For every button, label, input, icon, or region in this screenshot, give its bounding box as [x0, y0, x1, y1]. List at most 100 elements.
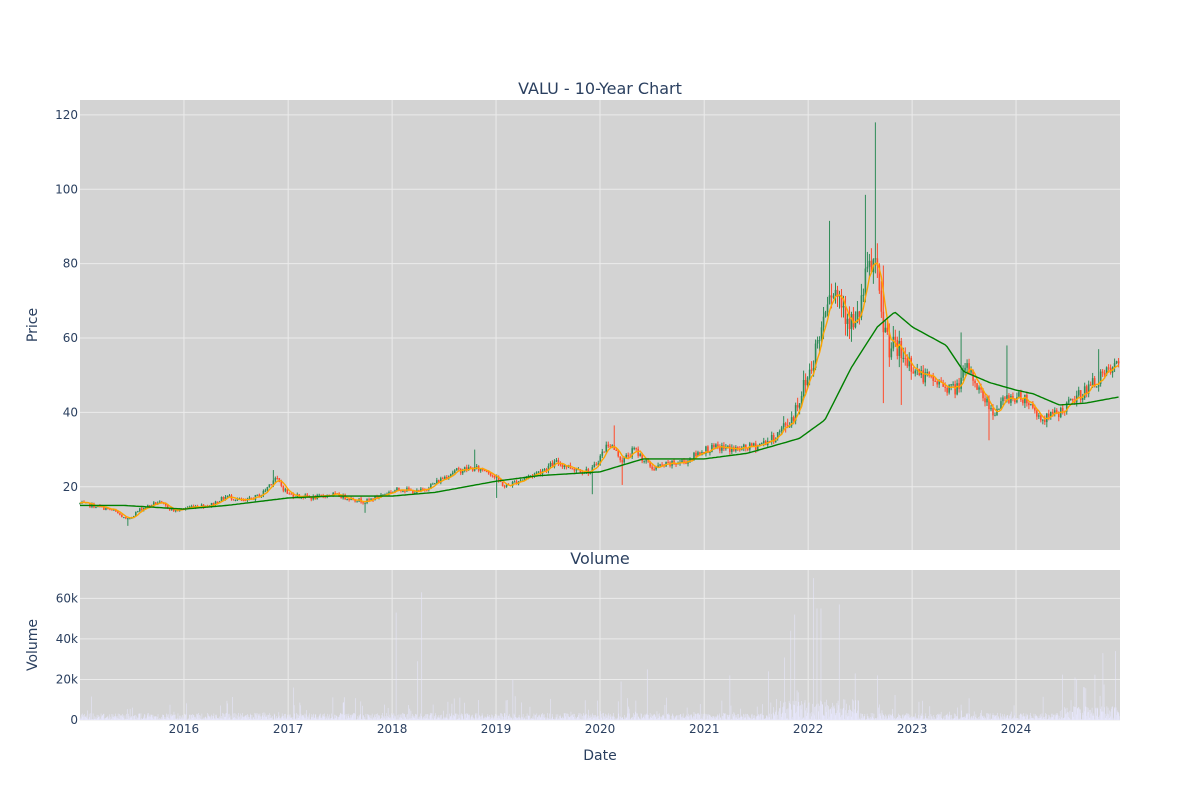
volume-bar	[625, 716, 627, 720]
volume-bar	[818, 705, 820, 720]
volume-bar	[984, 718, 986, 720]
volume-bar	[131, 717, 133, 720]
volume-bar	[236, 718, 237, 720]
volume-bar	[523, 719, 524, 720]
price-candle-body	[152, 502, 155, 506]
volume-bar	[834, 708, 835, 720]
volume-bar	[641, 714, 642, 720]
price-candle-body	[575, 469, 578, 471]
x-tick-label: 2020	[585, 722, 616, 736]
volume-bar	[290, 717, 292, 720]
price-candle-body	[164, 503, 167, 506]
volume-bar	[631, 717, 633, 720]
volume-bar	[830, 713, 832, 720]
price-candle-body	[980, 387, 982, 390]
price-candle-body	[453, 470, 456, 473]
volume-bar	[906, 715, 908, 720]
volume-bar	[775, 712, 776, 720]
volume-bar	[305, 717, 306, 720]
price-candle-body	[1038, 415, 1040, 417]
volume-bar	[619, 716, 621, 720]
volume-bar	[603, 716, 605, 720]
volume-bar	[867, 716, 868, 720]
volume-bar	[390, 717, 391, 720]
volume-bar	[453, 698, 455, 720]
price-candle-body	[1081, 397, 1084, 400]
volume-bar	[648, 718, 650, 720]
volume-bar	[1110, 711, 1112, 720]
volume-bar	[1016, 718, 1018, 720]
volume-bar	[382, 715, 384, 720]
volume-bar	[810, 719, 812, 720]
volume-bar	[908, 717, 910, 720]
volume-bar	[411, 718, 412, 720]
price-candle-body	[282, 485, 285, 491]
volume-bar	[419, 716, 420, 720]
volume-bar	[335, 715, 337, 720]
volume-bar	[656, 711, 658, 720]
volume-bar	[509, 714, 510, 720]
volume-bar	[1004, 714, 1005, 720]
volume-bar	[725, 713, 726, 720]
volume-bar	[827, 718, 829, 720]
volume-bar	[527, 719, 528, 720]
volume-bar	[537, 717, 539, 720]
volume-bar	[515, 717, 517, 720]
volume-bar	[384, 704, 386, 720]
volume-bar	[321, 716, 323, 720]
volume-bar	[594, 715, 595, 720]
volume-bar	[830, 708, 831, 720]
price-candle-body	[683, 460, 685, 462]
volume-bar	[932, 718, 933, 720]
volume-bar	[244, 715, 246, 720]
volume-bar	[881, 710, 883, 720]
price-candle-body	[551, 462, 554, 467]
price-candle-body	[922, 370, 925, 383]
volume-bar	[100, 713, 102, 720]
volume-bar	[1061, 717, 1062, 720]
volume-bar	[560, 718, 562, 720]
volume-bar	[235, 714, 237, 720]
price-candle-body	[127, 518, 129, 520]
volume-bar	[735, 715, 737, 720]
volume-bar	[359, 714, 361, 720]
volume-bar	[1031, 717, 1033, 720]
volume-bar	[445, 717, 447, 720]
price-candle-body	[661, 464, 663, 466]
price-candle-body	[119, 513, 121, 515]
volume-bar	[130, 716, 132, 720]
volume-bar	[1099, 695, 1101, 720]
volume-bar	[120, 715, 122, 720]
volume-bar	[309, 719, 311, 720]
volume-bar	[816, 608, 818, 720]
volume-bar	[112, 714, 114, 720]
price-gridlines	[80, 100, 1120, 550]
price-candle-body	[772, 435, 775, 443]
volume-bar	[170, 714, 172, 720]
volume-bar	[950, 715, 952, 720]
volume-bar	[762, 704, 763, 720]
volume-bar	[226, 712, 227, 720]
volume-bar	[1103, 711, 1104, 720]
volume-bar	[861, 717, 862, 720]
volume-bar	[141, 719, 143, 720]
price-candle-body	[621, 460, 624, 463]
volume-bar	[852, 699, 853, 720]
price-candle-body	[711, 444, 713, 452]
volume-bar	[873, 718, 874, 720]
volume-bar	[869, 719, 871, 720]
volume-bar	[438, 715, 440, 720]
price-candle-body	[545, 469, 548, 471]
volume-bar	[278, 712, 280, 720]
volume-bar	[291, 717, 293, 720]
volume-bar	[1100, 711, 1102, 720]
volume-bar	[796, 711, 797, 720]
volume-bar	[322, 714, 323, 720]
volume-bar	[280, 717, 282, 720]
price-candle-body	[890, 348, 893, 358]
volume-bar	[380, 718, 382, 720]
volume-bar	[1011, 719, 1013, 720]
volume-bar	[457, 719, 458, 720]
price-candle-body	[487, 471, 490, 474]
volume-bar	[902, 715, 903, 720]
